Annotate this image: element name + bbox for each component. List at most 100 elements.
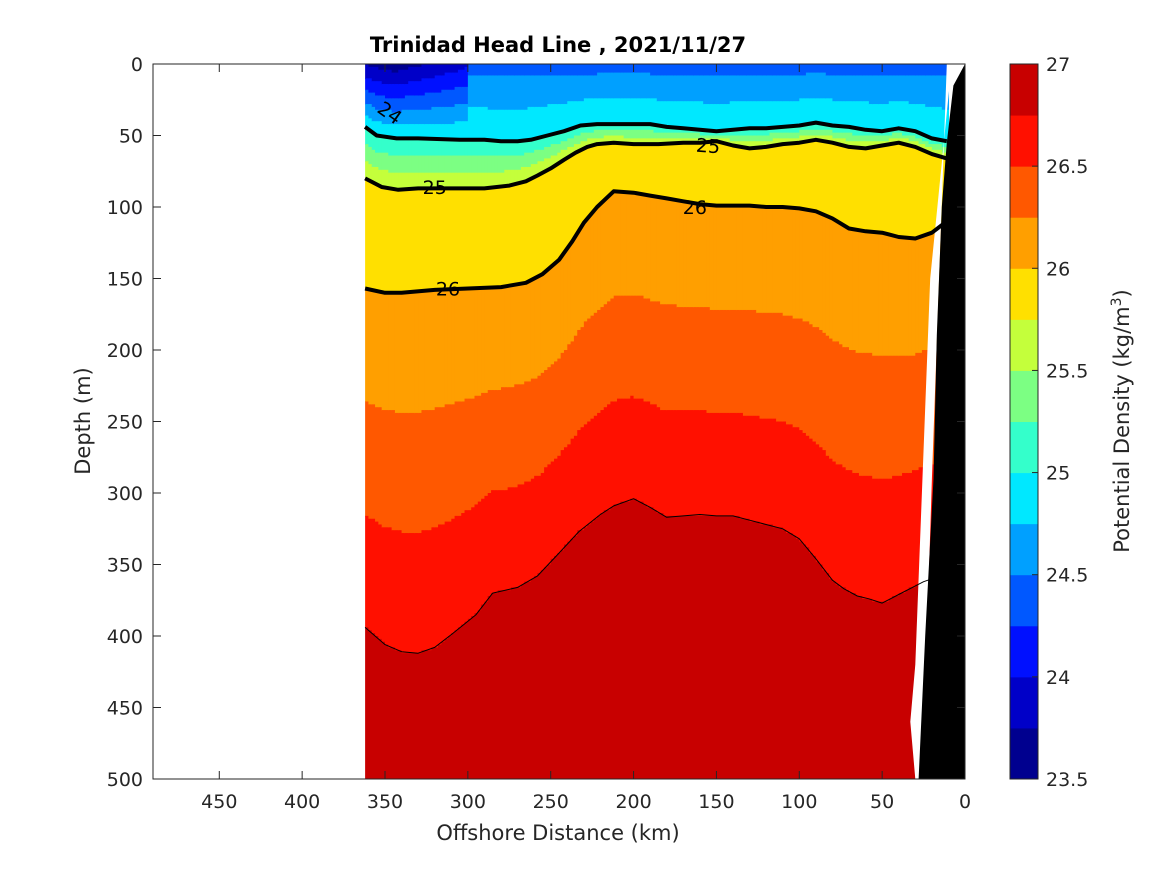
density-band-cell [772,64,777,77]
density-band-cell [925,106,930,137]
density-band-cell [388,138,393,157]
density-band-cell [643,504,648,779]
density-band-cell [872,146,877,234]
density-band-cell [514,487,519,588]
density-band-cell [431,138,436,157]
density-band-cell [491,155,495,174]
density-band-cell [786,207,790,317]
density-band-cell [623,72,628,99]
density-band-cell [563,141,568,151]
density-band-cell [474,138,479,157]
density-band-cell [547,564,552,779]
density-band-cell [842,64,847,77]
density-band-cell [872,135,877,142]
density-band-cell [510,284,515,388]
density-band-cell [749,146,754,208]
density-band-cell [524,281,529,383]
density-band-cell [898,144,903,240]
density-band-cell [441,172,446,188]
density-band-cell [935,75,940,108]
density-band-cell [401,84,406,99]
density-band-cell [408,81,413,97]
density-band-cell [394,64,399,74]
density-band-cell [537,161,542,177]
density-band-cell [726,412,731,517]
density-band-cell [845,64,850,77]
density-band-cell [902,75,906,102]
density-band-cell [885,129,890,137]
density-band-cell [378,121,383,137]
density-band-cell [666,304,671,411]
density-band-cell [925,141,930,148]
density-band-cell [375,135,379,154]
density-band-cell [709,64,714,77]
density-band-cell [673,144,678,200]
density-band-cell [872,104,877,131]
density-band-cell [815,129,820,137]
density-band-cell [656,124,661,134]
density-band-cell [388,84,393,99]
density-band-cell [550,64,555,77]
density-band-cell [534,378,539,477]
density-band-cell [424,155,429,174]
density-band-cell [855,352,860,474]
density-band-cell [600,72,605,99]
density-band-cell [474,287,479,397]
density-band-cell [617,398,621,506]
density-band-cell [401,109,406,125]
density-band-cell [789,101,794,128]
density-band-cell [563,75,568,105]
density-band-cell [921,144,926,151]
density-band-cell [620,144,625,194]
density-band-cell [497,75,502,111]
density-band-cell [510,587,515,779]
density-band-cell [623,501,628,779]
density-band-cell [560,75,565,105]
density-band-cell [842,467,847,588]
density-band-cell [365,401,370,517]
density-band-cell [756,141,761,148]
density-band-cell [491,186,495,288]
density-band-cell [394,98,399,114]
density-band-cell [640,72,645,99]
density-band-cell [855,126,860,137]
density-band-cell [888,138,893,145]
density-band-cell [418,109,423,125]
density-band-cell [878,232,883,357]
density-band-cell [882,355,887,480]
density-band-cell [491,593,495,779]
density-band-cell [593,144,598,211]
density-band-cell [610,401,615,508]
density-band-cell [739,204,744,311]
density-band-cell [487,186,492,288]
density-band-cell [434,407,439,528]
density-band-cell [772,101,777,128]
colorbar-tick-label: 24 [1046,667,1070,689]
density-band-cell [640,64,645,74]
density-band-cell [636,192,641,297]
density-band-cell [613,135,618,145]
density-band-cell [550,166,555,265]
density-band-cell [447,64,452,74]
density-band-cell [398,292,403,414]
density-band-cell [839,464,843,588]
density-band-cell [554,261,558,363]
density-band-cell [809,64,814,74]
density-band-cell [451,518,456,634]
density-band-cell [404,84,409,97]
density-band-cell [679,307,684,411]
density-band-cell [620,398,625,503]
density-band-cell [829,218,834,340]
density-band-cell [908,587,913,779]
density-band-cell [726,104,731,131]
density-band-cell [404,64,409,71]
density-band-cell [739,309,744,414]
density-band-cell [693,204,698,308]
density-band-cell [872,75,877,105]
density-band-cell [878,135,883,142]
density-band-cell [378,638,383,779]
density-band-cell [835,132,840,139]
density-band-cell [670,515,674,779]
density-band-cell [464,289,469,400]
density-band-cell [928,75,933,108]
